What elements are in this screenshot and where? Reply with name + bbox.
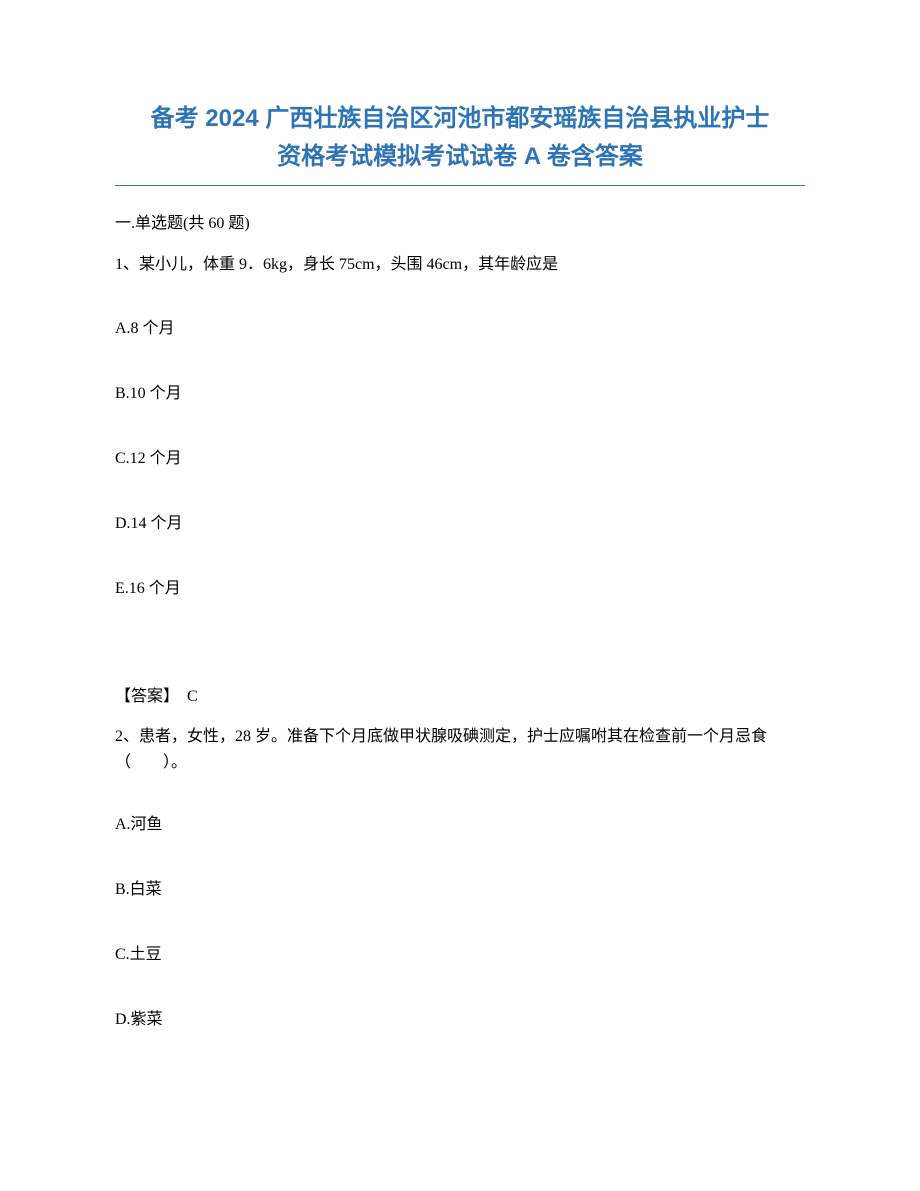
question-1-block: 1、某小儿，体重 9．6kg，身长 75cm，头围 46cm，其年龄应是 A.8… [115, 251, 805, 713]
title-line-2: 资格考试模拟考试试卷 A 卷含答案 [115, 138, 805, 176]
question-2-option-c: C.土豆 [115, 941, 805, 970]
section-header: 一.单选题(共 60 题) [115, 210, 805, 239]
question-2-option-b: B.白菜 [115, 876, 805, 905]
question-1-text: 1、某小儿，体重 9．6kg，身长 75cm，头围 46cm，其年龄应是 [115, 251, 805, 280]
document-title: 备考 2024 广西壮族自治区河池市都安瑶族自治县执业护士 资格考试模拟考试试卷… [115, 100, 805, 177]
question-1-option-b: B.10 个月 [115, 380, 805, 409]
question-1-option-c: C.12 个月 [115, 445, 805, 474]
question-2-option-d: D.紫菜 [115, 1006, 805, 1035]
title-underline [115, 185, 805, 186]
title-line-1: 备考 2024 广西壮族自治区河池市都安瑶族自治县执业护士 [115, 100, 805, 138]
question-1-option-e: E.16 个月 [115, 575, 805, 604]
question-2-text: 2、患者，女性，28 岁。准备下个月底做甲状腺吸碘测定，护士应嘱咐其在检查前一个… [115, 724, 805, 775]
answer-label: 【答案】 [115, 688, 179, 705]
question-1-option-a: A.8 个月 [115, 315, 805, 344]
question-2-option-a: A.河鱼 [115, 811, 805, 840]
answer-value: C [187, 688, 198, 705]
question-1-option-d: D.14 个月 [115, 510, 805, 539]
question-1-answer: 【答案】 C [115, 683, 805, 712]
question-2-block: 2、患者，女性，28 岁。准备下个月底做甲状腺吸碘测定，护士应嘱咐其在检查前一个… [115, 724, 805, 1034]
